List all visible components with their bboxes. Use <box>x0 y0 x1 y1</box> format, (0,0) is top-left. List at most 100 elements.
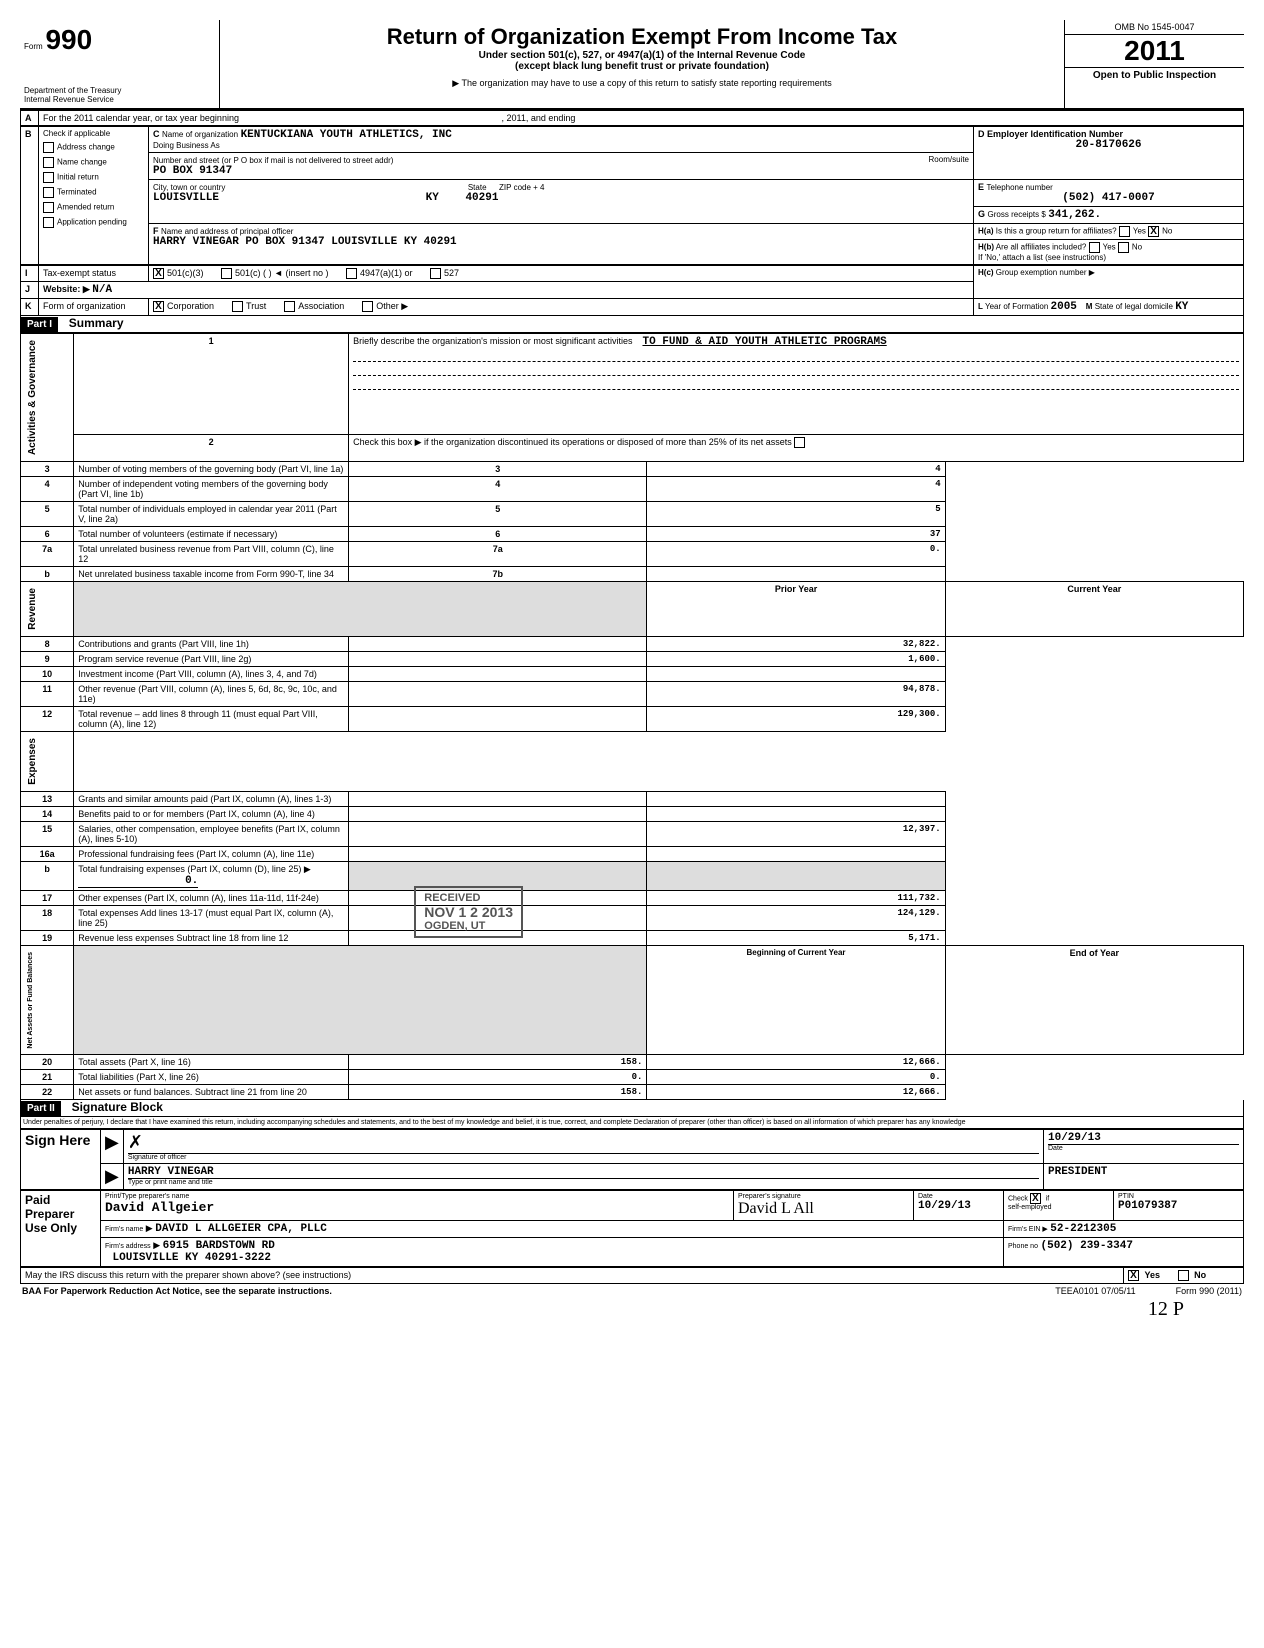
ha-no-box[interactable]: X <box>1148 226 1159 237</box>
b-opt-label: Address change <box>57 143 115 152</box>
b-opt-box[interactable] <box>43 202 54 213</box>
discuss-no-box[interactable] <box>1178 1270 1189 1281</box>
firm-name-label: Firm's name <box>105 1226 143 1233</box>
footer-form: Form 990 (2011) <box>1176 1286 1242 1296</box>
part2-title: Signature Block <box>72 1100 163 1114</box>
preparer-name: David Allgeier <box>105 1200 214 1215</box>
k-opt-label: Trust <box>246 301 266 311</box>
discuss-yes-box[interactable]: X <box>1128 1270 1139 1281</box>
officer: HARRY VINEGAR PO BOX 91347 LOUISVILLE KY… <box>153 236 969 248</box>
b-opt-box[interactable] <box>43 142 54 153</box>
part1-title: Summary <box>69 316 124 330</box>
omb: OMB No 1545-0047 <box>1065 20 1244 35</box>
row-a: A For the 2011 calendar year, or tax yea… <box>20 110 1244 126</box>
hb-yes-box[interactable] <box>1089 242 1100 253</box>
label-m: M <box>1086 302 1093 311</box>
b-opt-box[interactable] <box>43 157 54 168</box>
paid-block: Paid Preparer Use Only Print/Type prepar… <box>20 1190 1244 1267</box>
b-opt-label: Amended return <box>57 203 114 212</box>
phone-label: Phone no <box>1008 1243 1038 1250</box>
label-g: G <box>978 209 985 219</box>
row-a-mid: , 2011, and ending <box>501 113 575 123</box>
k-opt-box[interactable] <box>362 301 373 312</box>
k-opt-label: Corporation <box>167 301 214 311</box>
b-opt-box[interactable] <box>43 217 54 228</box>
firm-addr2: LOUISVILLE KY 40291-3222 <box>113 1252 271 1264</box>
line-1-text: Briefly describe the organization's miss… <box>353 336 632 346</box>
k-opt-box[interactable] <box>232 301 243 312</box>
print-label: Print/Type preparer's name <box>105 1193 729 1200</box>
l-text: Year of Formation <box>985 302 1048 311</box>
website: N/A <box>92 284 112 296</box>
b-opt-label: Application pending <box>57 218 127 227</box>
subtitle1: Under section 501(c), 527, or 4947(a)(1)… <box>224 50 1060 61</box>
check-label: Check <box>1008 1196 1028 1203</box>
b-opt-box[interactable] <box>43 187 54 198</box>
declaration: Under penalties of perjury, I declare th… <box>20 1117 1244 1129</box>
form-label: Form <box>24 42 43 51</box>
b-opt-label: Initial return <box>57 173 99 182</box>
k-opt-label: Other ▶ <box>376 301 408 311</box>
footer-block: May the IRS discuss this return with the… <box>20 1267 1244 1284</box>
hb-no-box[interactable] <box>1118 242 1129 253</box>
self-emp-box[interactable]: X <box>1030 1193 1041 1204</box>
ptin-label: PTIN <box>1118 1193 1239 1200</box>
addr: PO BOX 91347 <box>153 165 969 177</box>
firm-ein: 52-2212305 <box>1050 1223 1116 1235</box>
state-label: State <box>468 183 487 192</box>
b-opt-box[interactable] <box>43 172 54 183</box>
discuss-q: May the IRS discuss this return with the… <box>21 1268 1124 1284</box>
k-opt-box[interactable] <box>284 301 295 312</box>
c-name-label: Name of organization <box>162 130 238 139</box>
m-val: KY <box>1175 301 1188 313</box>
sign-block: Sign Here ▶ ✗ Signature of officer 10/29… <box>20 1129 1244 1190</box>
part2-label: Part II <box>21 1101 61 1116</box>
j-text: Website: ▶ <box>43 284 90 294</box>
line-2-text: Check this box ▶ if the organization dis… <box>353 437 792 447</box>
part1-table: Activities & Governance 1 Briefly descri… <box>20 333 1244 1100</box>
no: No <box>1162 227 1172 236</box>
e-text: Telephone number <box>987 183 1053 192</box>
line-2-box[interactable] <box>794 437 805 448</box>
ein-label: Firm's EIN ▶ <box>1008 1226 1048 1233</box>
label-l: L <box>978 302 983 311</box>
i-501c-box[interactable] <box>221 268 232 279</box>
ein: 20-8170626 <box>978 139 1239 151</box>
line-1-val: TO FUND & AID YOUTH ATHLETIC PROGRAMS <box>642 336 886 348</box>
exp-label: Expenses <box>25 734 40 789</box>
hc-text: Group exemption number ▶ <box>996 268 1095 277</box>
state: KY <box>426 192 439 204</box>
label-e: E <box>978 182 984 192</box>
dept-label: Department of the Treasury <box>24 86 215 95</box>
b-opt-label: Terminated <box>57 188 97 197</box>
label-b: B <box>21 127 39 265</box>
i-opt2b: ) ◄ (insert no ) <box>269 268 329 278</box>
label-d: D <box>978 129 985 139</box>
hc-label: H(c) <box>978 268 994 277</box>
discuss-yes: Yes <box>1145 1270 1161 1280</box>
hb-note: If 'No,' attach a list (see instructions… <box>978 253 1239 262</box>
i-501c3-box[interactable]: X <box>153 268 164 279</box>
k-opt-label: Association <box>298 301 344 311</box>
form-header: Form 990 Department of the Treasury Inte… <box>20 20 1244 110</box>
i-4947-box[interactable] <box>346 268 357 279</box>
k-opt-box[interactable]: X <box>153 301 164 312</box>
i-opt4: 527 <box>444 268 459 278</box>
i-text: Tax-exempt status <box>39 266 149 282</box>
i-527-box[interactable] <box>430 268 441 279</box>
prep-sig-label: Preparer's signature <box>738 1193 909 1200</box>
officer-title: PRESIDENT <box>1048 1166 1107 1178</box>
name-label: Type or print name and title <box>128 1178 1039 1186</box>
f-text: Name and address of principal officer <box>161 227 293 236</box>
yes: Yes <box>1133 227 1146 236</box>
ha-yes-box[interactable] <box>1119 226 1130 237</box>
room-label: Room/suite <box>929 155 969 164</box>
label-f: F <box>153 226 159 236</box>
firm-addr-label: Firm's address <box>105 1243 151 1250</box>
prep-date-label: Date <box>918 1193 999 1200</box>
signature-mark: ✗ <box>128 1132 143 1152</box>
paid-label: Paid Preparer Use Only <box>21 1191 101 1267</box>
label-j: J <box>21 282 39 299</box>
part1-label: Part I <box>21 317 58 332</box>
m-text: State of legal domicile <box>1095 302 1173 311</box>
